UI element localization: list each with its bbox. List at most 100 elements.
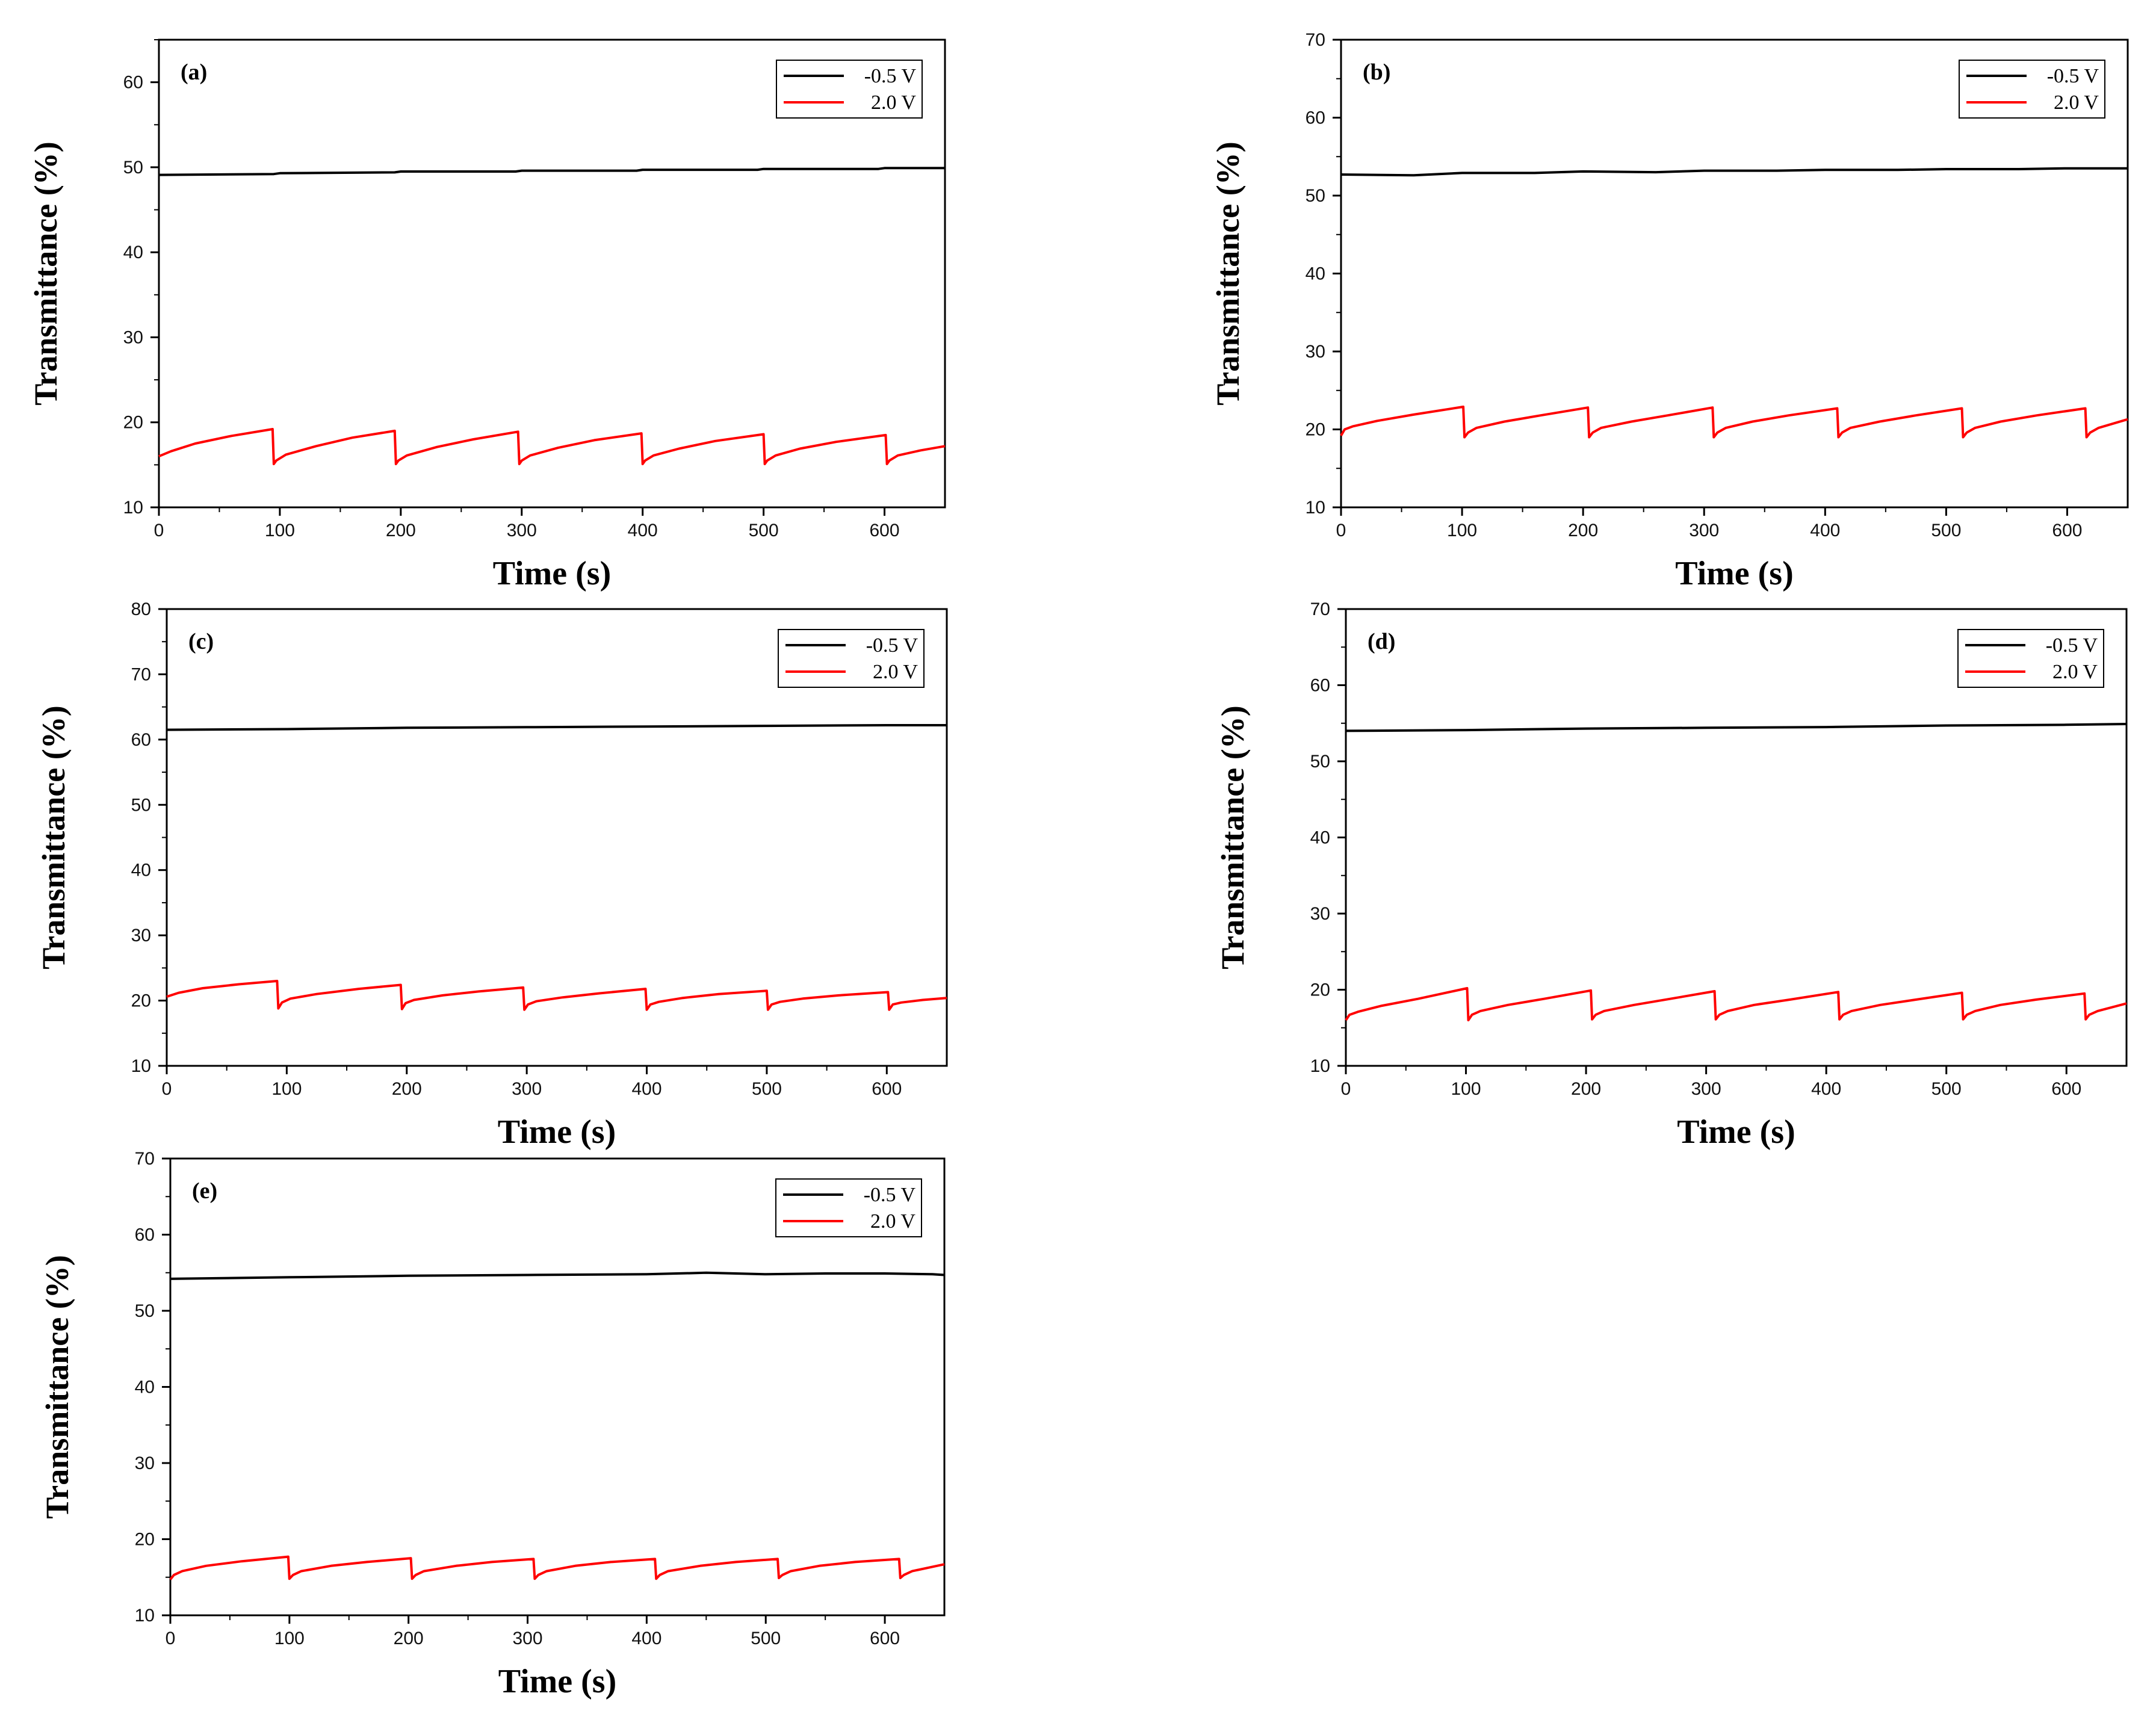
y-tick-label: 70 <box>1310 599 1330 619</box>
series-line-red <box>1340 405 2128 439</box>
y-axis-title: Transmittance (%) <box>1210 141 1246 405</box>
y-tick-label: 60 <box>131 730 151 750</box>
legend-label: 2.0 V <box>2052 661 2098 683</box>
x-tick-label: 500 <box>751 1629 781 1648</box>
x-tick-label: 300 <box>507 521 537 540</box>
y-tick-label: 10 <box>123 498 143 518</box>
x-tick-label: 500 <box>1931 521 1961 540</box>
y-tick-label: 70 <box>1306 30 1325 50</box>
y-tick-label: 50 <box>1310 752 1330 772</box>
x-tick-label: 500 <box>752 1079 782 1099</box>
y-tick-label: 20 <box>1310 980 1330 1000</box>
y-axis-title: Transmittance (%) <box>36 705 72 969</box>
x-tick-label: 400 <box>628 521 658 540</box>
panel-label: (a) <box>181 60 207 85</box>
y-tick-label: 10 <box>1306 498 1325 518</box>
y-tick-label: 30 <box>123 327 143 347</box>
y-tick-label: 40 <box>123 243 143 262</box>
y-tick-label: 60 <box>1306 108 1325 128</box>
x-tick-label: 100 <box>274 1629 305 1648</box>
y-tick-label: 10 <box>131 1056 151 1076</box>
plot-frame <box>158 39 946 509</box>
y-tick-label: 20 <box>135 1530 155 1550</box>
x-tick-label: 500 <box>1931 1079 1962 1099</box>
y-tick-label: 50 <box>131 795 151 815</box>
x-tick-label: 600 <box>872 1079 902 1099</box>
series-line-red <box>169 1555 945 1580</box>
y-tick-label: 70 <box>135 1149 155 1169</box>
legend-label: 2.0 V <box>873 661 918 683</box>
y-tick-label: 10 <box>135 1606 155 1626</box>
x-tick-label: 0 <box>154 521 164 540</box>
x-tick-label: 200 <box>394 1629 424 1648</box>
x-tick-label: 100 <box>1447 521 1477 540</box>
x-tick-label: 100 <box>265 521 295 540</box>
x-tick-label: 600 <box>2051 1079 2081 1099</box>
series-line-red <box>158 428 946 465</box>
y-tick-label: 70 <box>131 664 151 684</box>
x-tick-label: 600 <box>870 521 900 540</box>
y-tick-label: 30 <box>131 926 151 945</box>
y-tick-label: 30 <box>1306 342 1325 362</box>
series-line-black <box>158 167 945 176</box>
chart-panel: 10 20 30 40 50 60 70 80 0 100 200 300 400 500 600 Time … <box>36 599 948 1151</box>
x-tick-label: 600 <box>2052 521 2082 540</box>
legend-label: 2.0 V <box>871 91 916 114</box>
y-tick-label: 60 <box>1310 676 1330 696</box>
legend-box <box>776 60 923 119</box>
x-tick-label: 400 <box>1810 521 1840 540</box>
series-line-black <box>166 724 947 731</box>
x-tick-label: 300 <box>512 1079 542 1099</box>
legend-label: 2.0 V <box>2054 91 2099 114</box>
x-tick-label: 400 <box>1811 1079 1841 1099</box>
y-tick-label: 20 <box>1306 420 1325 440</box>
y-tick-label: 20 <box>131 991 151 1011</box>
y-tick-label: 40 <box>135 1378 155 1397</box>
chart-panel: 10 20 30 40 50 60 70 0 100 200 300 400 500 600 Time (s… <box>1210 30 2129 592</box>
legend-label: -0.5 V <box>864 65 917 87</box>
panel-label: (e) <box>192 1178 217 1204</box>
y-axis-title: Transmittance (%) <box>28 141 64 405</box>
x-tick-label: 200 <box>1568 521 1598 540</box>
x-axis-title: Time (s) <box>1677 1113 1795 1151</box>
x-tick-label: 300 <box>1689 521 1719 540</box>
x-tick-label: 0 <box>162 1079 172 1099</box>
x-tick-label: 0 <box>1336 521 1346 540</box>
panel-label: (b) <box>1363 60 1390 85</box>
legend-label: -0.5 V <box>864 1184 916 1206</box>
y-tick-label: 20 <box>123 413 143 433</box>
x-tick-label: 200 <box>392 1079 422 1099</box>
chart-panel: 10 20 30 40 50 60 70 0 100 200 300 400 500 600 Time (s… <box>1215 599 2128 1151</box>
legend-box <box>1959 60 2105 119</box>
x-tick-label: 300 <box>1691 1079 1721 1099</box>
y-tick-label: 10 <box>1310 1056 1330 1076</box>
legend-label: -0.5 V <box>866 634 918 657</box>
x-tick-label: 200 <box>386 521 416 540</box>
x-tick-label: 400 <box>631 1629 661 1648</box>
y-axis-title: Transmittance (%) <box>1215 705 1251 969</box>
y-tick-label: 40 <box>131 861 151 880</box>
series-line-black <box>170 1271 945 1280</box>
panel-label: (c) <box>188 629 214 654</box>
y-tick-label: 40 <box>1306 264 1325 284</box>
x-tick-label: 400 <box>632 1079 662 1099</box>
x-tick-label: 200 <box>1571 1079 1601 1099</box>
series-line-black <box>1345 723 2127 732</box>
y-tick-label: 40 <box>1310 828 1330 848</box>
series-line-red <box>166 980 947 1011</box>
legend-box <box>775 1178 922 1237</box>
x-tick-label: 500 <box>749 521 779 540</box>
x-axis-title: Time (s) <box>498 1113 616 1151</box>
x-axis-title: Time (s) <box>493 555 612 592</box>
series-line-black <box>1340 167 2128 177</box>
x-axis-title: Time (s) <box>498 1663 617 1700</box>
y-axis-title: Transmittance (%) <box>39 1255 75 1518</box>
y-tick-label: 30 <box>1310 904 1330 924</box>
y-tick-label: 50 <box>1306 186 1325 206</box>
x-tick-label: 300 <box>513 1629 543 1648</box>
chart-panel: 10 20 30 40 50 60 70 0 100 200 300 400 500 600 Time (s… <box>39 1149 946 1700</box>
legend-box <box>778 629 925 688</box>
y-tick-label: 50 <box>123 158 143 178</box>
y-tick-label: 60 <box>123 73 143 93</box>
